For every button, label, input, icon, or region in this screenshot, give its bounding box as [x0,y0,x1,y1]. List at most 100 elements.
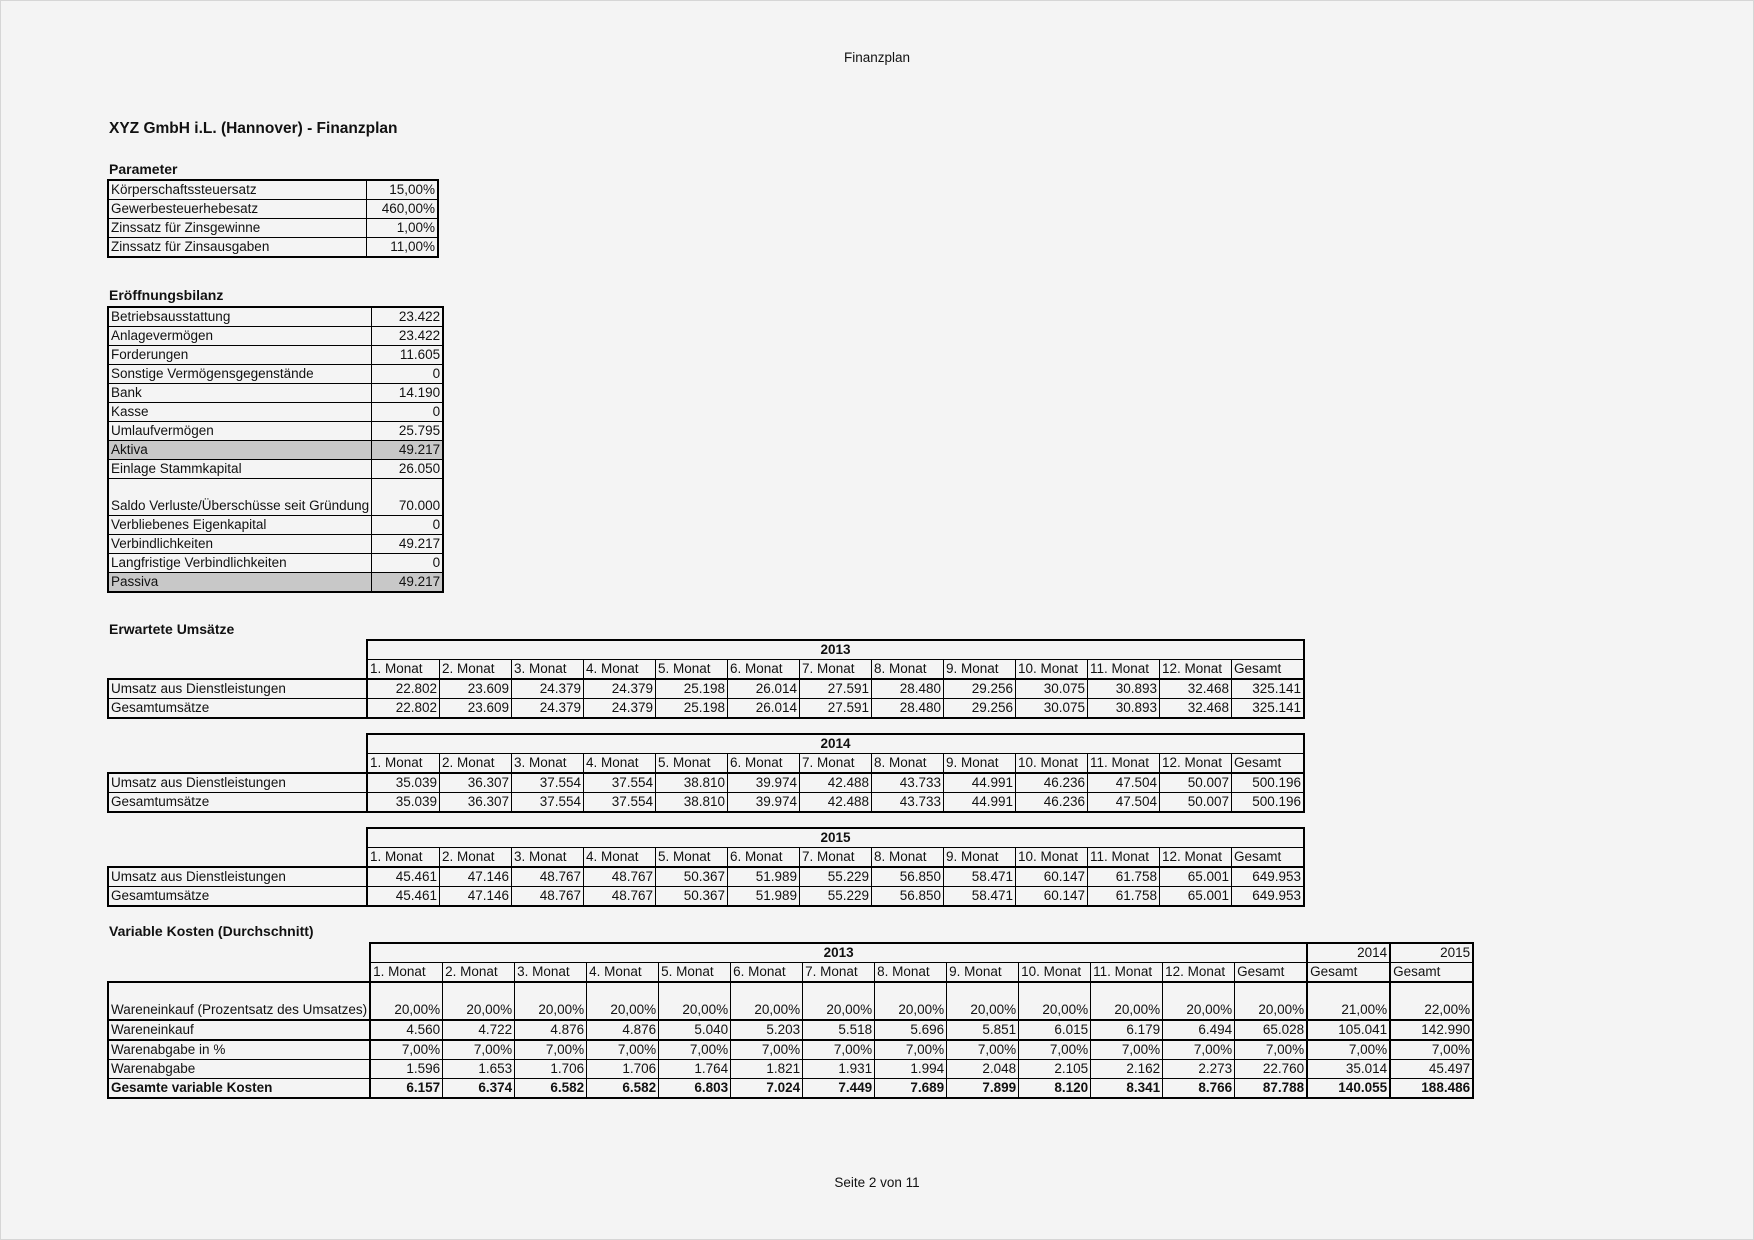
row-value: 8.341 [1090,1078,1164,1099]
row-value: 37.554 [511,772,584,793]
row-value: 61.758 [1087,866,1160,887]
row-value: 24.379 [511,678,584,699]
month-header: 5. Monat [655,847,728,868]
month-header: 3. Monat [511,659,584,680]
row-value: 7.024 [730,1078,804,1099]
row-value: 47.504 [1087,792,1160,813]
table-row: Verbliebenes Eigenkapital 0 [107,515,444,535]
table-row: Wareneinkauf (Prozentsatz des Umsatzes) 2… [106,981,1475,1021]
row-value: 5.203 [730,1019,804,1041]
row-value: 51.989 [727,886,800,907]
revenue-table-2013: 2013 1. Monat 2. Monat 3. Monat 4. Monat 5. M… [107,639,1305,719]
empty-cell [108,660,367,680]
month-header: 2. Monat [442,962,516,983]
month-header: Gesamt [1231,847,1305,868]
row-value: 1.706 [514,1059,588,1079]
month-header: 6. Monat [727,659,800,680]
row-value: 7,00% [1389,1039,1475,1060]
table-row: 1. Monat 2. Monat 3. Monat 4. Monat 5. Monat… [108,962,1475,983]
row-value: 37.554 [583,792,656,813]
row-value: 7,00% [874,1039,948,1060]
row-value: 7.899 [946,1078,1020,1099]
table-row: 2013 2014 2015 [108,942,1475,963]
row-label: Forderungen [107,345,373,365]
row-value: 32.468 [1159,698,1232,719]
row-value: 50.367 [655,886,728,907]
month-header: 2. Monat [439,847,512,868]
row-value: 20,00% [586,981,660,1021]
umsaetze-heading: Erwartete Umsätze [109,621,235,637]
row-value: 23.609 [439,678,512,699]
row-value: 20,00% [1234,981,1308,1021]
table-row: 1. Monat 2. Monat 3. Monat 4. Monat 5. Monat… [108,659,1305,680]
month-header: 7. Monat [799,753,872,774]
row-value: 22,00% [1389,981,1475,1021]
row-value: 7,00% [1306,1039,1391,1060]
row-label: Warenabgabe in % [106,1039,371,1060]
row-value: 325.141 [1231,698,1305,719]
row-value: 7.689 [874,1078,948,1099]
row-value: 7,00% [946,1039,1020,1060]
row-value: 20,00% [802,981,876,1021]
row-value: 45.461 [366,886,440,907]
row-value: 44.991 [943,792,1016,813]
row-value: 39.974 [727,792,800,813]
row-value: 36.307 [439,772,512,793]
month-header: 12. Monat [1159,847,1232,868]
table-row: Passiva 49.217 [107,572,444,593]
revenue-table-2014: 2014 1. Monat 2. Monat 3. Monat 4. Monat 5. M… [107,733,1305,813]
table-row: Einlage Stammkapital 26.050 [107,459,444,479]
year-header: 2015 [366,827,1305,848]
row-value: 0 [371,515,444,535]
parameter-table: Körperschaftssteuersatz 15,00% Gewerbesteu… [107,179,439,258]
row-value: 7,00% [730,1039,804,1060]
row-value: 43.733 [871,792,944,813]
row-value: 29.256 [943,678,1016,699]
row-value: 2.162 [1090,1059,1164,1079]
row-value: 4.722 [442,1019,516,1041]
row-value: 49.217 [371,440,444,460]
table-row: Bank 14.190 [107,383,444,403]
row-label: Einlage Stammkapital [107,459,373,479]
month-header: Gesamt [1231,753,1305,774]
month-header: 8. Monat [874,962,948,983]
empty-cell [108,828,367,848]
month-header: 1. Monat [369,962,444,983]
row-label: Sonstige Vermögensgegenstände [107,364,373,384]
row-value: 1.596 [369,1059,444,1079]
empty-cell [108,640,367,660]
table-row: Zinssatz für Zinsausgaben 11,00% [107,237,439,258]
row-value: 5.518 [802,1019,876,1041]
row-value: 30.075 [1015,698,1088,719]
month-header: 7. Monat [802,962,876,983]
month-header: 9. Monat [946,962,1020,983]
row-value: 6.015 [1018,1019,1092,1041]
row-value: 23.422 [371,306,444,327]
month-header: 11. Monat [1087,659,1160,680]
row-value: 38.810 [655,772,728,793]
row-value: 1.994 [874,1059,948,1079]
row-value: 7,00% [369,1039,444,1060]
row-value: 6.179 [1090,1019,1164,1041]
month-header: 10. Monat [1015,753,1088,774]
row-value: 20,00% [730,981,804,1021]
row-value: 55.229 [799,886,872,907]
table-row: Gesamtumsätze 35.039 36.307 37.554 37.554 38.… [107,792,1305,813]
total-header: Gesamt [1306,962,1391,983]
row-value: 649.953 [1231,886,1305,907]
table-row: 1. Monat 2. Monat 3. Monat 4. Monat 5. Monat… [108,847,1305,868]
row-value: 65.028 [1234,1019,1308,1041]
row-value: 11,00% [366,237,439,258]
month-header: 11. Monat [1087,753,1160,774]
row-value: 56.850 [871,866,944,887]
row-value: 7,00% [442,1039,516,1060]
row-value: 55.229 [799,866,872,887]
month-header: 9. Monat [943,847,1016,868]
row-label: Saldo Verluste/Überschüsse seit Gründung [107,478,373,516]
row-value: 48.767 [583,886,656,907]
row-value: 4.560 [369,1019,444,1041]
row-value: 61.758 [1087,886,1160,907]
row-value: 325.141 [1231,678,1305,699]
row-value: 49.217 [371,534,444,554]
row-value: 26.014 [727,698,800,719]
